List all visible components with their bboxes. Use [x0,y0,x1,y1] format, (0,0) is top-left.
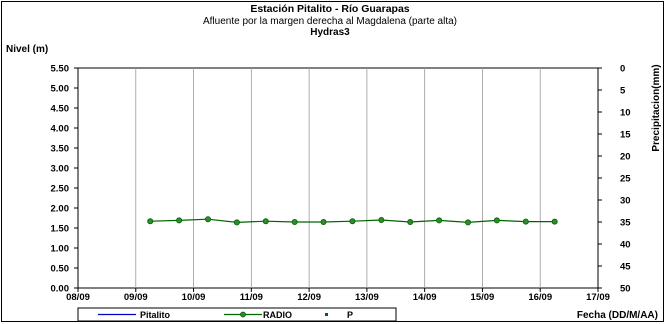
y2-axis: 0 5 10 15 20 25 30 35 40 45 50 [598,64,631,295]
data-point [320,218,327,225]
y-tick-label: 0.00 [51,284,70,295]
data-point [233,219,240,226]
data-point [493,217,500,224]
x-tick-label: 08/09 [66,292,90,303]
x-tick-label: 11/09 [240,292,263,303]
legend: Pitalito RADIO P [77,307,397,322]
y-tick-label: 2.50 [51,184,70,195]
x-tick-label: 16/09 [528,292,552,303]
x-axis-label: Fecha (DD/M/AA) [577,310,658,321]
data-point [147,218,154,225]
data-point [522,218,529,225]
legend-label-pitalito: Pitalito [140,310,171,320]
y-tick-label: 1.00 [51,244,70,255]
x-axis: 08/09 09/09 10/09 11/09 12/09 13/09 14/09 15/09… [66,288,610,303]
x-tick-label: 10/09 [182,292,206,303]
data-point [176,217,183,224]
y-tick-label: 4.50 [51,104,70,115]
legend-label-radio: RADIO [263,310,292,320]
y2-tick-label: 0 [620,64,625,75]
legend-marker-p [325,313,328,316]
y2-tick-label: 20 [620,152,631,163]
x-tick-label: 09/09 [124,292,148,303]
y-tick-label: 0.50 [51,264,70,275]
y2-tick-label: 5 [620,86,626,97]
y2-tick-label: 40 [620,240,631,251]
y2-tick-label: 15 [620,130,631,141]
data-point [551,218,558,225]
data-point [464,219,471,226]
data-point [407,218,414,225]
y-axis-label: Nivel (m) [6,44,48,55]
y-tick-label: 5.00 [51,84,70,95]
gridlines [135,68,541,288]
data-point [291,218,298,225]
y-tick-label: 4.00 [51,124,70,135]
y-tick-label: 5.50 [51,64,70,75]
y2-tick-label: 50 [620,284,631,295]
data-point [204,216,211,223]
plot-area [77,67,599,289]
chart-title: Estación Pitalito - Río Guarapas [250,3,409,15]
y2-tick-label: 35 [620,218,631,229]
x-tick-label: 14/09 [413,292,437,303]
data-point [349,218,356,225]
chart-subtitle-2: Hydras3 [310,27,350,38]
y-tick-label: 1.50 [51,224,70,235]
data-point [262,218,269,225]
y2-tick-label: 25 [620,174,631,185]
chart-subtitle: Afluente por la margen derecha al Magdal… [203,16,457,27]
y2-tick-label: 30 [620,196,631,207]
y-tick-label: 2.00 [51,204,70,215]
legend-marker-radio [240,311,246,318]
x-tick-label: 13/09 [355,292,379,303]
data-point [436,217,443,224]
x-tick-label: 17/09 [586,292,610,303]
legend-label-p: P [347,310,353,320]
x-tick-label: 15/09 [471,292,495,303]
y2-tick-label: 45 [620,262,631,273]
x-tick-label: 12/09 [297,292,321,303]
y-tick-label: 3.50 [51,144,70,155]
y-tick-label: 3.00 [51,164,70,175]
y2-axis-label: Precipitacion(mm) [651,64,662,151]
y-axis: 0.00 0.50 1.00 1.50 2.00 2.50 3.00 3.50 4.00 4.50… [51,64,78,295]
data-point [378,216,385,223]
y2-tick-label: 10 [620,108,631,119]
plot-series [147,216,558,226]
